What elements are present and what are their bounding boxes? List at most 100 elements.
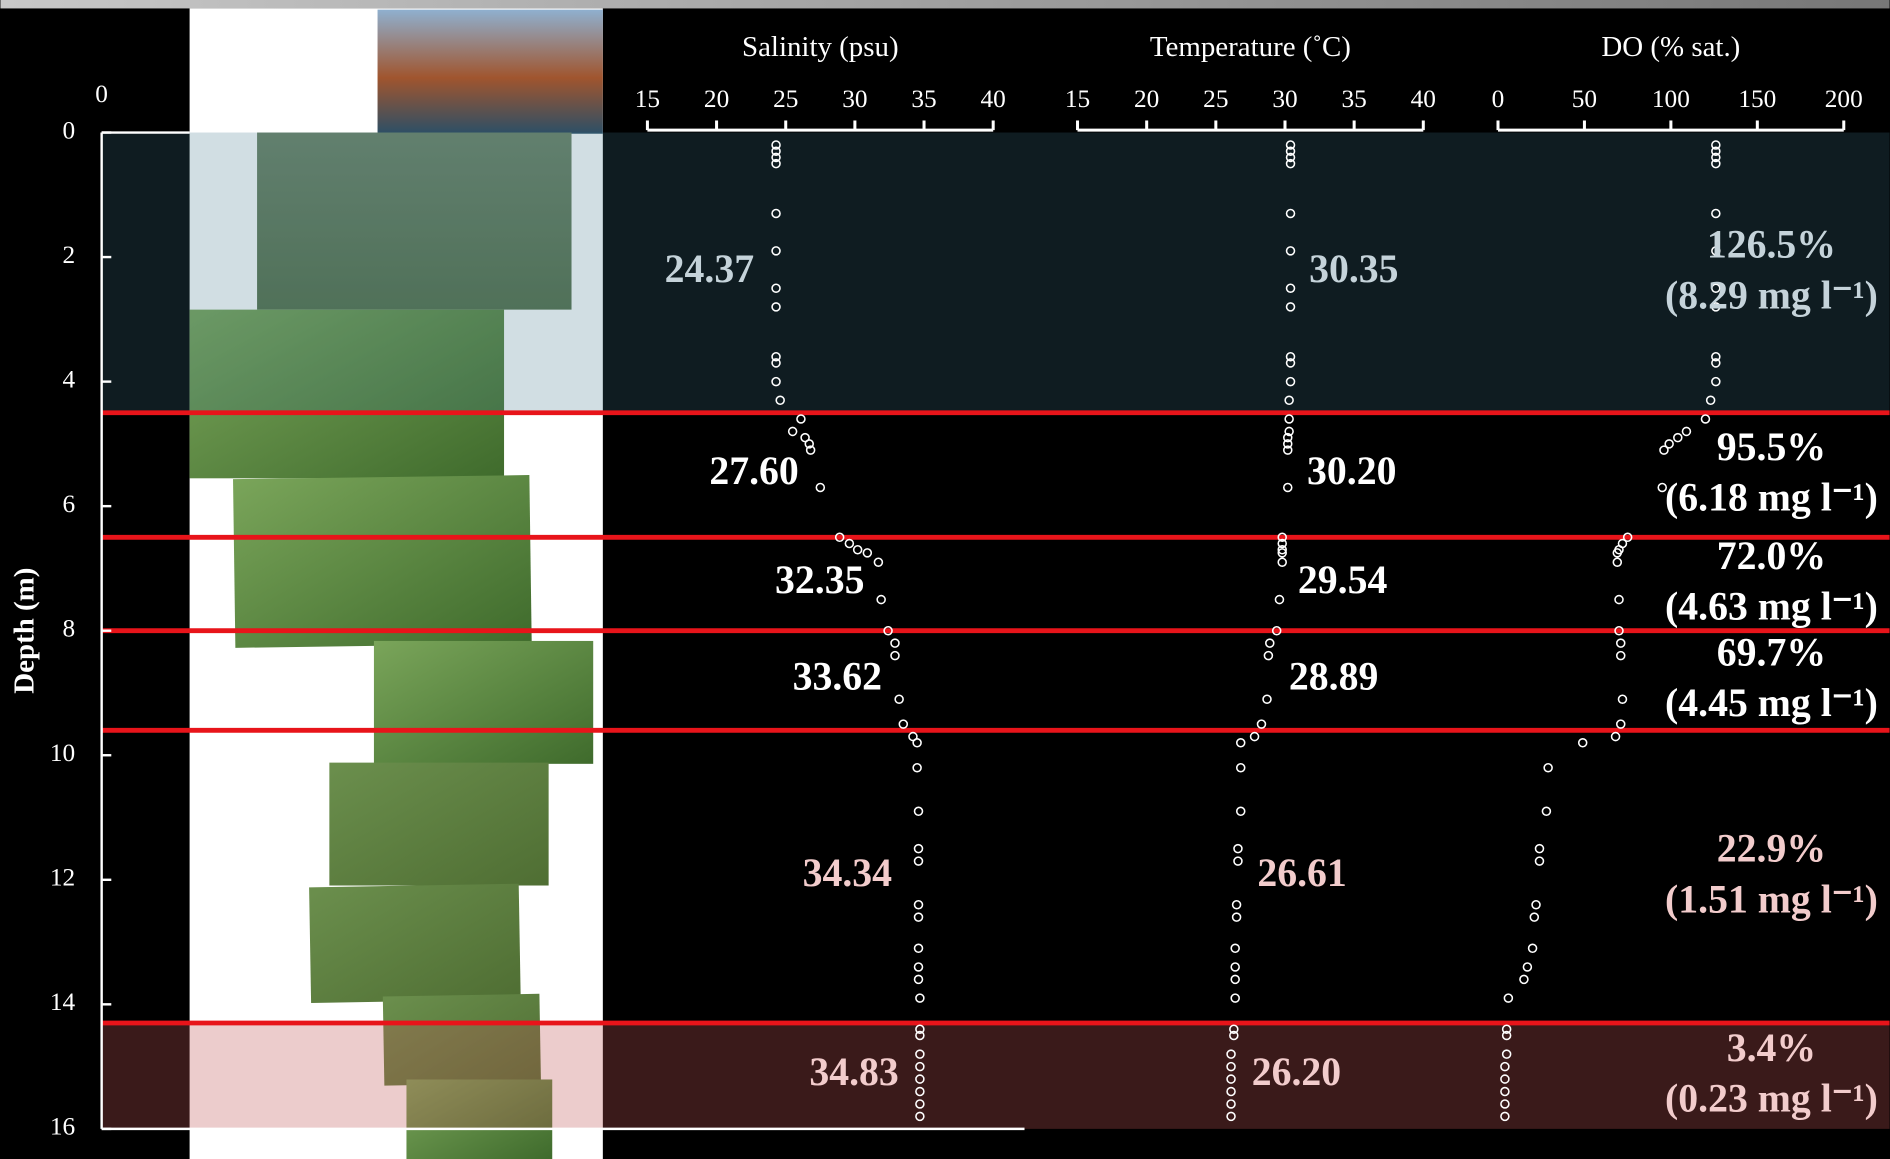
data-point — [1282, 445, 1293, 455]
underwater-photo — [189, 309, 505, 479]
data-point — [873, 557, 884, 567]
data-point — [1230, 993, 1240, 1003]
data-point — [915, 1086, 925, 1097]
layer-label: 26.61 — [1257, 851, 1346, 895]
data-point — [1285, 283, 1296, 293]
data-point — [815, 482, 826, 493]
data-point — [1235, 806, 1246, 817]
data-point — [1256, 719, 1267, 729]
data-point — [1274, 594, 1285, 605]
x-tick-label: 20 — [1134, 85, 1159, 113]
data-point — [1284, 414, 1294, 424]
data-point — [1282, 432, 1293, 443]
data-point — [1284, 426, 1294, 437]
data-point — [1235, 738, 1246, 748]
data-point — [1262, 694, 1272, 704]
data-point — [913, 843, 924, 854]
y-tick-label: 0 — [62, 116, 75, 144]
layer-label: 26.20 — [1252, 1050, 1341, 1094]
layer-sublabel: (4.45 mg l⁻¹) — [1665, 681, 1878, 725]
data-point — [852, 544, 863, 555]
data-point — [1277, 532, 1287, 543]
data-point — [771, 158, 781, 169]
data-point — [787, 426, 798, 437]
data-point — [1282, 482, 1293, 493]
data-point — [1231, 899, 1242, 910]
data-point — [913, 856, 924, 866]
data-point — [1277, 548, 1287, 558]
data-point — [894, 694, 904, 704]
layer-label: 30.20 — [1307, 449, 1396, 493]
data-point — [771, 208, 781, 219]
data-point — [1235, 762, 1246, 773]
data-point — [1522, 962, 1533, 972]
data-point — [890, 638, 900, 648]
x-tick-label: 40 — [981, 85, 1006, 113]
platform-photo — [377, 9, 603, 134]
data-point — [1285, 208, 1296, 219]
data-point — [915, 1030, 925, 1041]
data-point — [1527, 943, 1538, 954]
data-point — [1615, 650, 1626, 661]
layer-label: 69.7% — [1717, 631, 1826, 675]
x-tick-label: 25 — [1203, 85, 1228, 113]
data-point — [1500, 1111, 1510, 1122]
data-point — [915, 1024, 925, 1035]
x-tick-label: 20 — [704, 85, 729, 113]
data-point — [1501, 1049, 1512, 1059]
data-point — [915, 1074, 925, 1084]
data-point — [1285, 302, 1296, 312]
data-point — [1501, 1024, 1512, 1035]
data-point — [1711, 152, 1721, 163]
data-point — [1285, 358, 1296, 368]
y-tick-label: 6 — [62, 490, 75, 518]
hypoxic-zone — [101, 1023, 1890, 1129]
data-point — [1612, 548, 1623, 558]
data-point — [771, 140, 781, 150]
data-point — [913, 806, 924, 817]
data-point — [1233, 856, 1243, 866]
data-point — [1277, 557, 1287, 567]
layer-label: 72.0% — [1717, 534, 1826, 578]
layer-label: 126.5% — [1707, 223, 1836, 267]
data-point — [1500, 1074, 1510, 1084]
x-tick-label: 30 — [1272, 85, 1297, 113]
data-point — [1664, 439, 1674, 449]
data-point — [1285, 140, 1296, 150]
x-tick-label: 0 — [1492, 85, 1505, 113]
layer-label: 32.35 — [775, 558, 864, 602]
data-point — [771, 152, 781, 163]
x-tick-label: 150 — [1738, 85, 1776, 113]
data-point — [1531, 899, 1541, 910]
data-point — [1534, 856, 1545, 866]
data-point — [1229, 1030, 1239, 1041]
data-point — [1277, 544, 1287, 555]
data-point — [1271, 625, 1282, 636]
data-point — [1543, 762, 1553, 773]
data-point — [1673, 432, 1683, 443]
layer-sublabel: (1.51 mg l⁻¹) — [1665, 877, 1878, 921]
y-tick-label: 14 — [50, 988, 76, 1016]
data-point — [1700, 414, 1711, 424]
data-point — [1711, 208, 1721, 219]
data-point — [771, 351, 781, 362]
panel-title: Salinity (psu) — [742, 31, 899, 63]
data-point — [913, 974, 924, 985]
data-point — [898, 719, 909, 729]
underwater-photo — [233, 475, 532, 648]
data-point — [915, 1111, 925, 1122]
data-point — [1615, 719, 1626, 729]
data-point — [1615, 638, 1626, 648]
underwater-photo — [329, 762, 549, 886]
data-point — [1284, 395, 1294, 406]
x-tick-label: 35 — [1341, 85, 1366, 113]
data-point — [1285, 246, 1296, 256]
layer-label: 33.62 — [793, 655, 882, 699]
y-tick-label: 10 — [50, 739, 75, 767]
data-point — [1500, 1061, 1510, 1072]
data-point — [804, 439, 814, 449]
data-point — [1610, 731, 1621, 742]
